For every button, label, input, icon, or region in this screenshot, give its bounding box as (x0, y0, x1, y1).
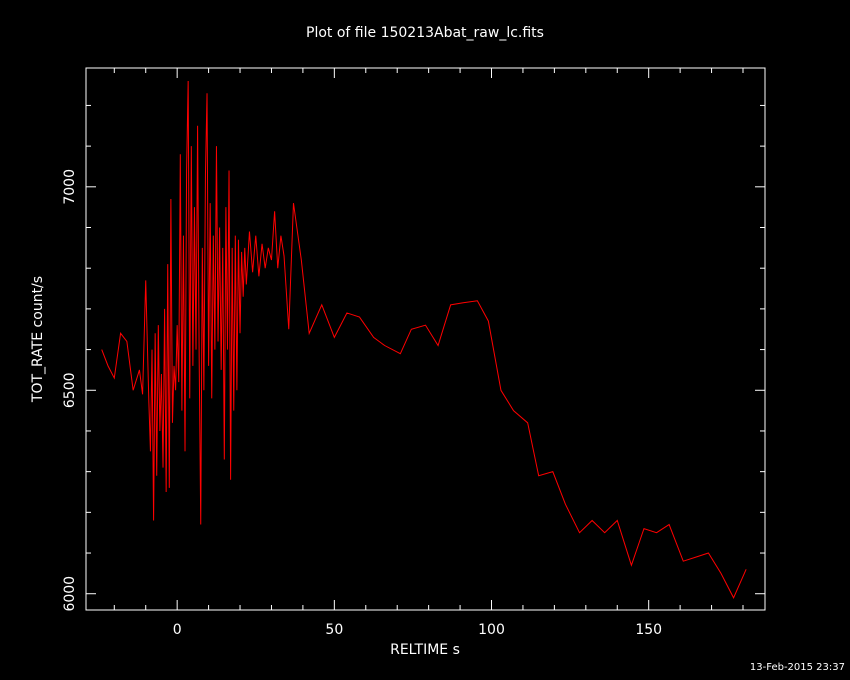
light-curve (101, 81, 747, 599)
y-tick-label: 6500 (62, 372, 78, 408)
y-tick-label: 6000 (62, 576, 78, 612)
chart-title: Plot of file 150213Abat_raw_lc.fits (306, 25, 544, 41)
y-tick-label: 7000 (62, 169, 78, 205)
x-axis-label: RELTIME s (390, 642, 460, 658)
footer-timestamp: 13-Feb-2015 23:37 (750, 662, 845, 673)
x-tick-label: 150 (635, 622, 662, 638)
y-axis-label: TOT_RATE count/s (30, 276, 46, 403)
x-tick-label: 0 (173, 622, 182, 638)
x-tick-label: 50 (325, 622, 343, 638)
x-tick-label: 100 (478, 622, 505, 638)
plot-frame (85, 67, 766, 611)
